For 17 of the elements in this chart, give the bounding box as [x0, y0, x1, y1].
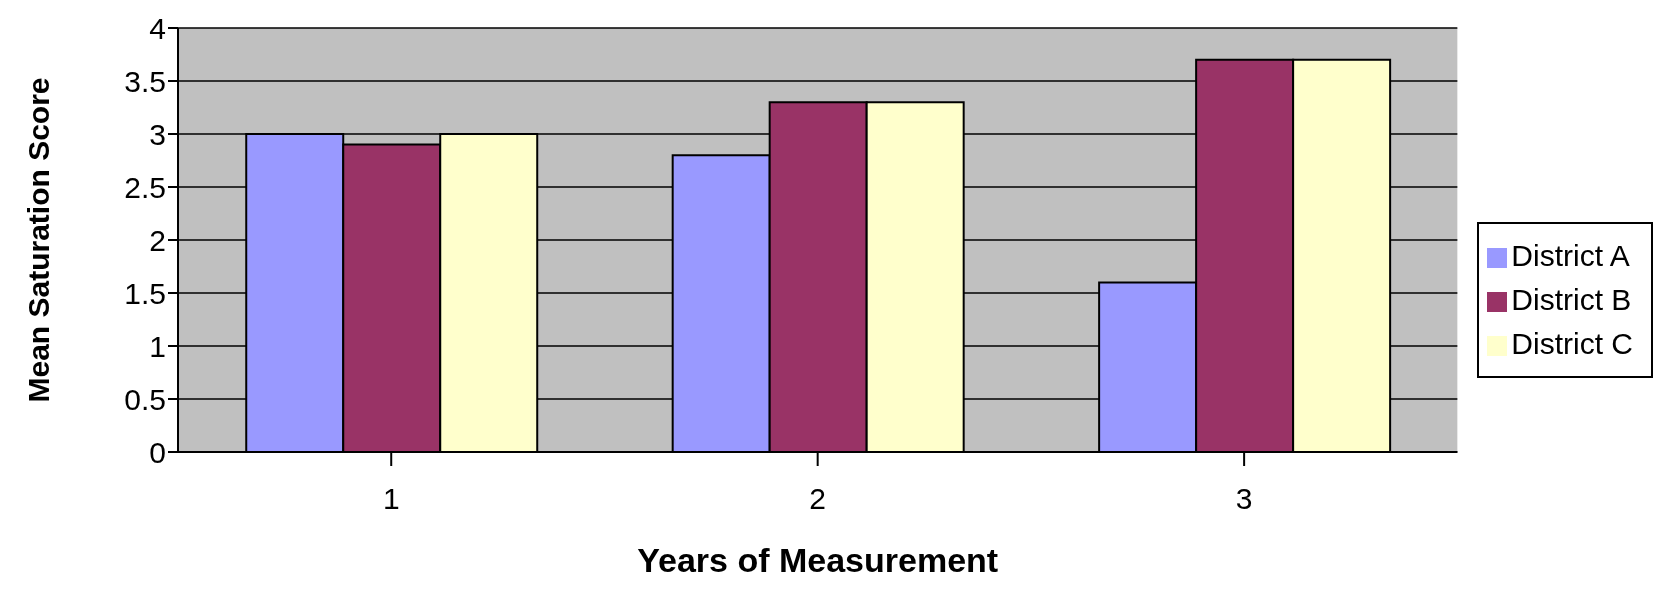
- x-tick-label: 3: [1235, 482, 1253, 516]
- y-axis-title: Mean Saturation Score: [21, 77, 55, 403]
- x-tick-label: 2: [809, 482, 827, 516]
- y-tick-label: 4: [149, 11, 166, 45]
- y-tick-label: 1.5: [124, 276, 166, 310]
- legend-label: District A: [1511, 239, 1630, 272]
- y-tick-label: 3.5: [124, 64, 166, 98]
- y-tick-label: 2: [149, 223, 166, 257]
- legend-label: District B: [1511, 283, 1632, 316]
- y-tick-label: 2.5: [124, 170, 166, 204]
- x-tick-label: 1: [382, 482, 400, 516]
- y-tick-label: 0.5: [124, 382, 166, 416]
- y-tick-label: 0: [149, 435, 166, 469]
- y-tick-label: 3: [149, 117, 166, 151]
- legend-label: District C: [1511, 327, 1633, 360]
- y-tick-label: 1: [149, 329, 166, 363]
- x-axis-title: Years of Measurement: [637, 541, 999, 579]
